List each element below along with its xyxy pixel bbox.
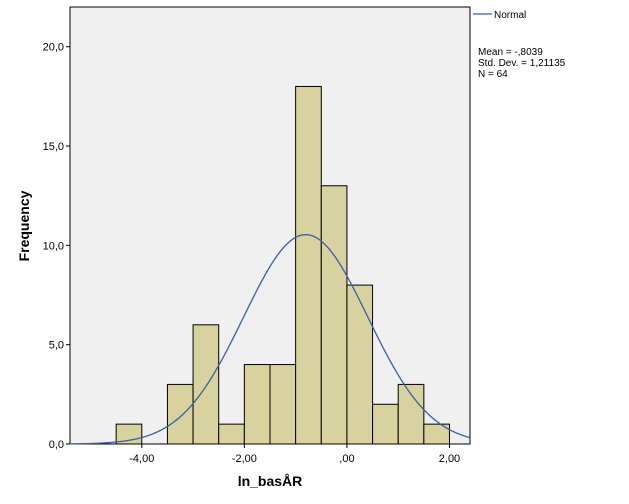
x-axis: -4,00 -2,00 ,00 2,00 (129, 444, 460, 465)
y-tick-label-3: 15,0 (43, 141, 64, 153)
histogram-bar-2 (166, 383, 194, 445)
legend-normal-label: Normal (494, 10, 526, 21)
y-tick-label-0: 0,0 (49, 439, 64, 451)
x-tick-label-2: ,00 (339, 453, 354, 465)
legend-mean: Mean = -,8039 (478, 47, 543, 58)
histogram-bar-5 (243, 364, 271, 445)
histogram-bar-6 (269, 364, 297, 445)
y-tick-label-2: 10,0 (43, 240, 64, 252)
legend-n: N = 64 (478, 69, 508, 80)
histogram-bar-12 (423, 423, 450, 445)
normal-curve (69, 234, 471, 445)
histogram-bar-8 (320, 185, 348, 445)
x-axis-title: ln_basÅR (238, 473, 303, 489)
y-tick-label-4: 20,0 (43, 42, 64, 54)
histogram-bars (115, 85, 450, 445)
x-tick-label-3: 2,00 (439, 453, 460, 465)
y-axis: 0,0 5,0 10,0 15,0 20,0 (43, 42, 70, 451)
y-axis-title: Frequency (16, 190, 32, 261)
histogram-bar-10 (372, 403, 399, 445)
histogram-bar-4 (218, 423, 245, 445)
legend-std-dev: Std. Dev. = 1,21135 (478, 58, 566, 69)
legend: Normal Mean = -,8039 Std. Dev. = 1,21135… (473, 10, 566, 80)
histogram-bar-7 (295, 85, 322, 445)
y-tick-label-1: 5,0 (49, 340, 64, 352)
histogram-bar-3 (192, 324, 220, 445)
x-tick-label-1: -2,00 (232, 453, 257, 465)
x-tick-label-0: -4,00 (129, 453, 154, 465)
histogram-bar-9 (346, 284, 374, 445)
